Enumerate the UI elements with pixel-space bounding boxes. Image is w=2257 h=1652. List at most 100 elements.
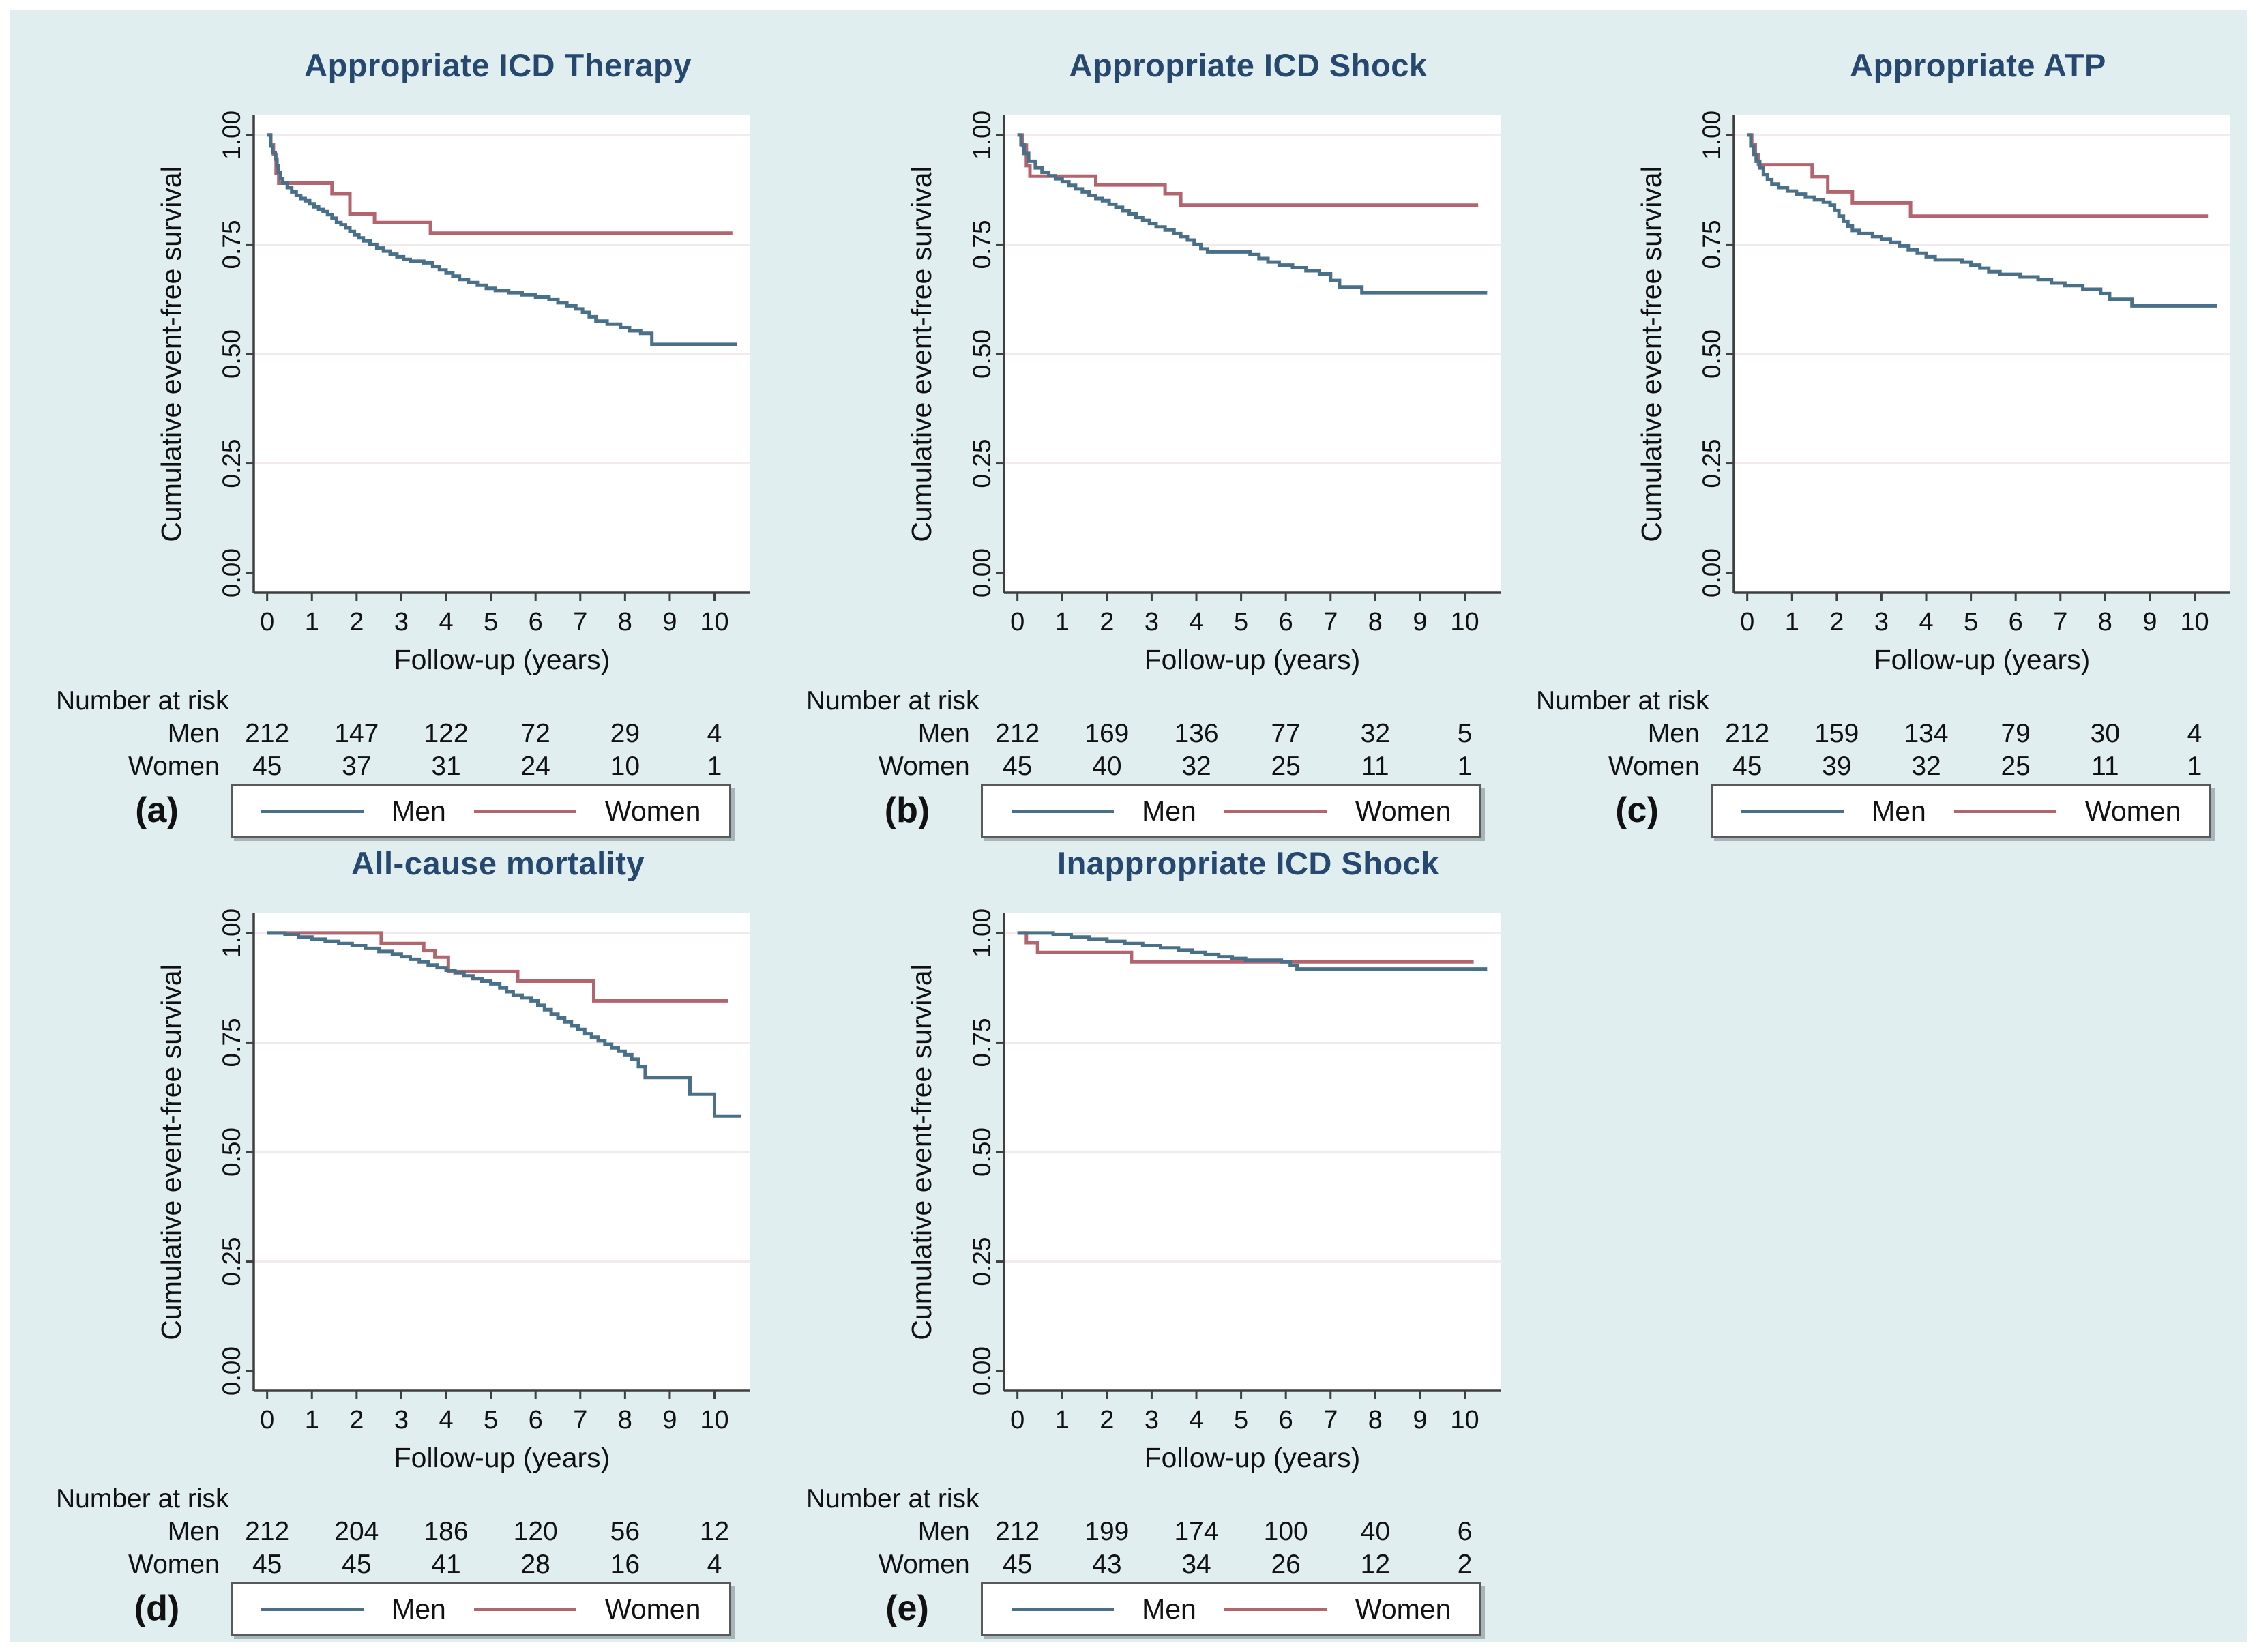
risk-count: 40 [1092,752,1122,781]
risk-row-men: Men 212 204 186 120 56 12 [41,1517,764,1550]
legend: Men Women [231,784,731,838]
risk-count: 45 [252,752,282,781]
risk-count: 12 [699,1517,730,1546]
x-tick-label: 6 [1279,608,1293,636]
risk-table-header: Number at risk [1536,686,1709,716]
y-axis-title: Cumulative event-free survival [156,166,187,542]
risk-count: 72 [520,719,550,748]
risk-row-label: Men [167,719,220,748]
y-tick-label: 0.25 [968,1237,996,1286]
x-tick-label: 2 [1100,1406,1114,1434]
risk-count: 212 [995,719,1040,748]
women-line-swatch [1224,1607,1327,1611]
y-tick-label: 0.50 [968,1127,996,1177]
risk-count: 212 [245,1517,290,1546]
y-tick-label: 0.75 [968,220,996,269]
km-plot: 1.00 0.75 0.50 0.25 0.00 0 1 2 3 4 5 6 7 8 9 10 Follow-u… [156,909,750,1473]
risk-row-men: Men 212 159 134 79 30 4 [1521,719,2244,752]
x-tick-label: 6 [529,1406,543,1434]
risk-count: 56 [610,1517,640,1546]
km-panel: Appropriate ATP 1.00 0.75 0.50 0.25 0.00 0 1 2 3… [1521,37,2244,842]
panel-letter: (d) [134,1589,180,1628]
y-axis-title: Cumulative event-free survival [906,166,937,542]
y-tick-label: 0.00 [968,1346,996,1396]
x-axis-title: Follow-up (years) [1145,644,1361,675]
women-line-swatch [1954,809,2057,813]
men-line-swatch [1011,1607,1114,1611]
risk-count: 32 [1181,752,1211,781]
risk-count: 1 [1457,752,1473,781]
men-line-swatch [261,809,364,813]
legend: Men Women [1711,784,2211,838]
risk-row-label: Women [879,1550,970,1579]
y-tick-label: 0.00 [968,548,996,598]
x-tick-label: 2 [1100,608,1114,636]
x-tick-label: 3 [394,608,409,636]
risk-count: 39 [1822,752,1852,781]
legend-men-label: Men [1872,795,1926,827]
men-line-swatch [261,1607,364,1611]
x-tick-label: 7 [2053,608,2067,636]
x-tick-label: 5 [1964,608,1978,636]
x-tick-label: 1 [1785,608,1799,636]
y-tick-label: 0.75 [968,1018,996,1067]
x-tick-label: 5 [1234,1406,1248,1434]
risk-count: 199 [1085,1517,1130,1546]
x-tick-label: 10 [1450,1406,1479,1434]
risk-table-header: Number at risk [806,1484,979,1514]
risk-count: 77 [1271,719,1301,748]
legend-men-label: Men [1142,795,1196,827]
panel-letter: (e) [885,1589,929,1628]
risk-count: 122 [424,719,469,748]
legend-men-label: Men [392,1593,446,1625]
x-tick-label: 5 [484,1406,498,1434]
legend-men-label: Men [392,795,446,827]
men-line-swatch [1741,809,1844,813]
km-plot: 1.00 0.75 0.50 0.25 0.00 0 1 2 3 4 5 6 7 8 9 10 Follow-u… [156,110,750,675]
x-tick-label: 1 [305,1406,319,1434]
x-tick-label: 4 [1189,1406,1203,1434]
x-tick-label: 8 [618,1406,632,1434]
risk-count: 174 [1174,1517,1219,1546]
risk-count: 45 [342,1550,372,1579]
risk-row-label: Men [917,1517,970,1546]
km-panel: Inappropriate ICD Shock 1.00 0.75 0.50 0.25… [791,835,1514,1640]
y-tick-label: 0.50 [218,1127,246,1177]
risk-count: 6 [1457,1517,1473,1546]
x-tick-label: 4 [439,1406,453,1434]
legend-women-label: Women [604,795,701,827]
risk-count: 5 [1457,719,1473,748]
risk-row-label: Men [167,1517,220,1546]
risk-count: 45 [252,1550,282,1579]
legend-women-label: Women [1355,795,1451,827]
y-tick-label: 0.50 [1698,329,1726,379]
risk-row-women: Women 45 39 32 25 11 1 [1521,752,2244,784]
x-tick-label: 9 [2142,608,2157,636]
panel-title: Appropriate ICD Shock [1069,47,1428,83]
risk-count: 31 [431,752,461,781]
km-panel: Appropriate ICD Therapy 1.00 0.75 0.50 0.25… [41,37,764,842]
y-tick-label: 0.25 [1698,439,1726,488]
x-tick-label: 7 [1323,1406,1338,1434]
y-tick-label: 0.25 [218,1237,246,1286]
women-curve [267,931,728,1003]
risk-count: 32 [1911,752,1941,781]
men-curve [267,931,741,1118]
risk-row-women: Women 45 43 34 26 12 2 [791,1550,1514,1582]
risk-count: 37 [342,752,372,781]
y-tick-label: 1.00 [968,110,996,160]
risk-count: 212 [1725,719,1770,748]
y-tick-label: 0.00 [1698,548,1726,598]
risk-table-header: Number at risk [56,686,229,716]
y-axis-title: Cumulative event-free survival [156,964,187,1340]
x-tick-label: 10 [1450,608,1479,636]
risk-count: 28 [520,1550,550,1579]
legend: Men Women [981,1582,1481,1636]
risk-row-label: Women [879,752,970,781]
x-tick-label: 2 [1829,608,1844,636]
x-tick-label: 10 [2180,608,2209,636]
y-axis-title: Cumulative event-free survival [1636,166,1667,542]
risk-row-women: Women 45 45 41 28 16 4 [41,1550,764,1582]
y-tick-label: 0.50 [218,329,246,379]
men-curve [1017,133,1488,295]
